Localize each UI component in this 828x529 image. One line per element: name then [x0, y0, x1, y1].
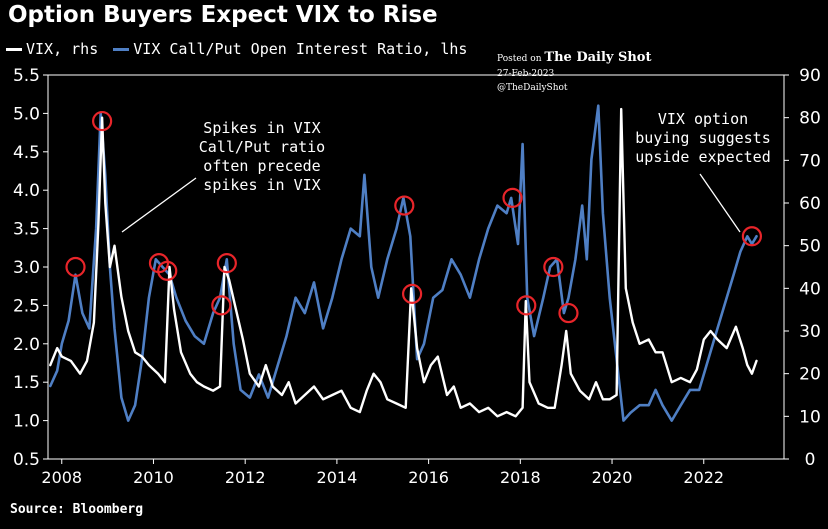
marker-circle [516, 295, 537, 316]
marker-circle [502, 187, 523, 208]
x-tick-label: 2012 [225, 468, 266, 487]
y-left-tick-label: 3.5 [13, 220, 40, 240]
marker-circle [216, 253, 237, 274]
y-right-tick-label: 80 [799, 109, 821, 129]
series-line-vix [49, 107, 758, 418]
chart-title: Option Buyers Expect VIX to Rise [8, 2, 438, 28]
axis-ticks: 0.5 1.0 1.5 2.0 2.5 3.0 3.5 4.0 4.5 5.0 5.5 0 10 20 30… [13, 66, 821, 487]
legend-swatch-ratio [113, 48, 130, 51]
y-left-tick-label: 1.5 [13, 373, 40, 393]
marker-circle [65, 256, 86, 278]
marker-circle [394, 195, 415, 216]
legend-item-ratio: VIX Call/Put Open Interest Ratio, lhs [113, 40, 467, 58]
annotation-left-line: Spikes in VIX [203, 119, 320, 137]
annotation-left-line: often precede [203, 157, 320, 175]
credit-posted-on: Posted on [497, 54, 542, 64]
marker-circle [157, 260, 178, 281]
credit-publisher: The Daily Shot [544, 50, 652, 65]
marker-circle [402, 283, 423, 304]
x-tick-label: 2022 [683, 468, 724, 487]
legend-label-vix: VIX, rhs [26, 40, 99, 58]
x-tick-label: 2018 [500, 468, 541, 487]
legend-swatch-vix [6, 48, 22, 51]
x-tick-label: 2014 [317, 468, 358, 487]
marker-circle [741, 226, 763, 247]
y-left-tick-label: 0.5 [13, 450, 40, 470]
annotation-right-line: VIX option [658, 110, 748, 128]
annotation-left-line: Call/Put ratio [199, 138, 325, 156]
y-left-tick-label: 3.0 [13, 258, 40, 278]
credit-line-posted: Posted on The Daily Shot [497, 48, 651, 68]
source-note: Source: Bloomberg [10, 502, 144, 517]
y-left-tick-label: 2.5 [13, 296, 40, 316]
annotation-right-pointer [699, 173, 741, 233]
y-right-tick-label: 40 [799, 279, 821, 299]
y-right-tick-label: 20 [799, 365, 821, 385]
y-left-tick-label: 1.0 [13, 412, 40, 432]
legend-label-ratio: VIX Call/Put Open Interest Ratio, lhs [133, 40, 468, 58]
y-right-tick-label: 90 [799, 66, 821, 86]
chart-legend: VIX, rhs VIX Call/Put Open Interest Rati… [6, 40, 473, 58]
y-left-tick-label: 5.5 [13, 66, 40, 86]
x-tick-label: 2020 [592, 468, 633, 487]
series-line-ratio [49, 104, 758, 422]
annotation-left-pointer [121, 177, 197, 233]
y-right-tick-label: 30 [799, 322, 821, 342]
x-tick-label: 2010 [133, 468, 174, 487]
marker-circle [558, 302, 579, 324]
y-right-tick-label: 10 [799, 407, 821, 427]
x-tick-label: 2008 [41, 468, 82, 487]
marker-circle [211, 295, 232, 316]
y-left-tick-label: 5.0 [13, 104, 40, 124]
annotation-right-line: buying suggests [635, 129, 770, 147]
y-right-tick-label: 50 [799, 237, 821, 257]
x-tick-label: 2016 [408, 468, 449, 487]
credit-date: 27-Feb-2023 [497, 69, 555, 80]
legend-item-vix: VIX, rhs [6, 40, 98, 58]
marker-circle [543, 256, 564, 278]
y-right-tick-label: 0 [805, 450, 816, 470]
y-left-tick-label: 4.0 [13, 181, 40, 201]
marker-circle [92, 110, 113, 132]
y-left-tick-label: 4.5 [13, 143, 40, 163]
credit-handle: @TheDailyShot [497, 83, 568, 94]
annotation-right-line: upside expected [635, 148, 770, 166]
credit-block: Posted on The Daily Shot 27-Feb-2023 @Th… [497, 48, 651, 96]
y-right-tick-label: 60 [799, 194, 821, 214]
y-right-tick-label: 70 [799, 151, 821, 171]
annotation-left-line: spikes in VIX [203, 176, 320, 194]
y-left-tick-label: 2.0 [13, 335, 40, 355]
